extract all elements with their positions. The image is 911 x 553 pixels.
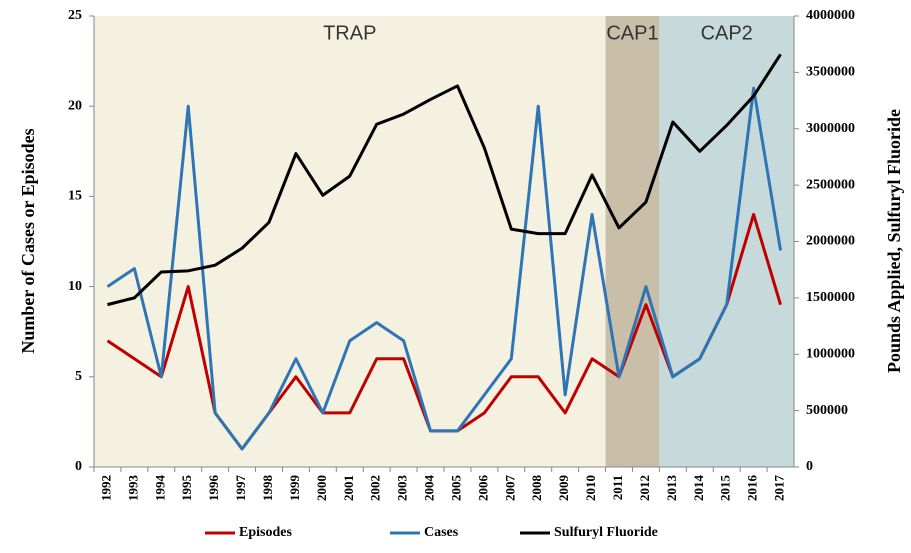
y-tick-label: 10 [68, 279, 82, 294]
y2-tick-label: 2000000 [806, 234, 855, 249]
region-label: CAP2 [701, 22, 753, 44]
x-tick-label: 2010 [583, 475, 598, 501]
x-tick-label: 2015 [718, 475, 733, 502]
region [605, 16, 660, 467]
y2-axis-label: Pounds Applied, Sulfuryl Fluoride [884, 109, 904, 373]
x-tick-label: 2009 [556, 475, 571, 502]
y2-tick-label: 500000 [806, 403, 848, 418]
x-tick-label: 1997 [233, 475, 248, 502]
legend-label: Episodes [239, 525, 292, 540]
x-tick-label: 2011 [610, 475, 625, 500]
y-tick-label: 5 [75, 369, 82, 384]
y-tick-label: 20 [68, 98, 82, 113]
y2-tick-label: 1000000 [806, 346, 855, 361]
x-tick-label: 1993 [125, 475, 140, 502]
x-tick-label: 2008 [529, 475, 544, 502]
x-tick-label: 1998 [260, 475, 275, 502]
legend-label: Sulfuryl Fluoride [554, 525, 658, 540]
y2-tick-label: 0 [806, 459, 813, 474]
y2-tick-label: 3500000 [806, 65, 855, 80]
x-tick-label: 2007 [502, 475, 517, 502]
x-tick-label: 2012 [637, 475, 652, 501]
x-tick-label: 2004 [422, 475, 437, 502]
y2-tick-label: 2500000 [806, 177, 855, 192]
x-tick-label: 2006 [475, 475, 490, 502]
x-tick-label: 2013 [664, 475, 679, 502]
x-tick-label: 1995 [179, 475, 194, 502]
y-tick-label: 0 [75, 459, 82, 474]
x-tick-label: 2017 [772, 475, 787, 502]
series-line [106, 86, 783, 451]
y-axis-label: Number of Cases or Episodes [18, 128, 38, 353]
y-tick-label: 25 [68, 8, 82, 23]
region-label: TRAP [323, 22, 376, 44]
region [659, 16, 794, 467]
x-tick-label: 2005 [448, 475, 463, 502]
y2-tick-label: 4000000 [806, 8, 855, 23]
x-tick-label: 1996 [206, 475, 221, 502]
x-tick-label: 1994 [152, 475, 167, 502]
x-tick-label: 1999 [287, 475, 302, 502]
x-tick-label: 2016 [745, 475, 760, 502]
region [94, 16, 606, 467]
y2-tick-label: 3000000 [806, 121, 855, 136]
x-tick-label: 1992 [98, 475, 113, 501]
series-line [107, 53, 782, 307]
legend-label: Cases [424, 525, 459, 540]
region-label: CAP1 [606, 22, 658, 44]
x-tick-label: 2001 [341, 475, 356, 501]
y-tick-label: 15 [68, 189, 82, 204]
x-tick-label: 2014 [691, 475, 706, 502]
x-tick-label: 2002 [368, 475, 383, 501]
x-tick-label: 2003 [395, 475, 410, 502]
x-tick-label: 2000 [314, 475, 329, 501]
y2-tick-label: 1500000 [806, 290, 855, 305]
